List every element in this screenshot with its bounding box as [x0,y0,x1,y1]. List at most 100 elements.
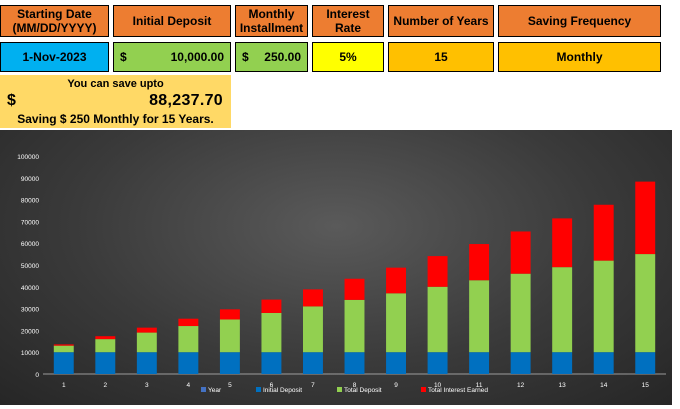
savings-chart-svg: 0 10000 20000 30000 40000 50000 60000 70000 8000… [17,154,666,394]
x-tick-label: 9 [394,382,398,389]
initial-deposit-currency: $ [120,50,127,64]
bar-total-deposit [552,267,573,353]
savings-chart: 0 10000 20000 30000 40000 50000 60000 70000 8000… [0,130,672,405]
interest-rate-label: Interest Rate [326,7,370,35]
interest-rate-header: Interest Rate [312,5,384,37]
bar-initial-deposit [53,352,74,374]
bar-total-interest-earned [386,267,407,294]
y-tick-label: 100000 [17,154,39,161]
bar-initial-deposit [427,352,448,374]
initial-deposit-value: 10,000.00 [170,50,224,64]
bar-total-deposit [219,319,240,353]
y-tick-label: 50000 [21,263,39,270]
start-date-label-1: Starting Date [17,7,92,21]
y-tick-label: 20000 [21,328,39,335]
bar-initial-deposit [261,352,282,374]
legend-label: Year [208,387,222,394]
legend-swatch [421,387,426,392]
y-tick-label: 30000 [21,307,39,314]
initial-deposit-input[interactable]: $ 10,000.00 [113,42,231,72]
monthly-installment-label-2: Installment [239,21,304,35]
x-tick-label: 11 [476,382,483,389]
bar-initial-deposit [386,352,407,374]
bar-initial-deposit [344,352,365,374]
bar-initial-deposit [136,352,157,374]
bar-total-deposit [510,273,531,353]
interest-rate-input[interactable]: 5% [312,42,384,72]
y-tick-label: 10000 [21,350,39,357]
interest-rate-value: 5% [339,50,357,64]
bar-total-deposit [178,326,199,353]
number-of-years-input[interactable]: 15 [388,42,494,72]
x-tick-label: 5 [228,382,232,389]
bar-total-deposit [386,293,407,353]
monthly-installment-value: 250.00 [264,50,301,64]
legend-label: Initial Deposit [263,387,302,394]
bar-total-deposit [261,312,282,353]
bar-total-interest-earned [635,181,656,255]
x-tick-label: 13 [559,382,567,389]
legend-swatch [201,387,206,392]
start-date-value: 1-Nov-2023 [22,50,87,64]
saving-frequency-label: Saving Frequency [527,14,632,28]
x-tick-label: 12 [517,382,525,389]
legend-swatch [256,387,261,392]
bar-total-interest-earned [95,336,116,340]
bar-total-deposit [136,332,157,353]
monthly-installment-label-1: Monthly [248,7,295,21]
monthly-installment-currency: $ [242,50,249,64]
x-tick-label: 7 [311,382,315,389]
y-tick-label: 0 [35,372,39,379]
bar-total-interest-earned [469,244,490,281]
legend-label: Total Interest Earned [428,387,488,394]
x-tick-label: 14 [600,382,608,389]
bar-total-interest-earned [593,204,614,261]
x-tick-label: 2 [103,382,107,389]
x-tick-label: 8 [353,382,357,389]
saving-frequency-select[interactable]: Monthly [498,42,661,72]
bar-total-deposit [427,286,448,353]
result-amount: 88,237.70 [149,92,223,109]
bar-initial-deposit [510,352,531,374]
result-currency: $ [7,92,16,109]
bar-total-deposit [344,299,365,353]
bar-total-interest-earned [53,344,74,346]
bar-total-interest-earned [552,218,573,268]
x-tick-label: 15 [642,382,650,389]
bar-initial-deposit [635,352,656,374]
bar-total-deposit [635,254,656,353]
monthly-installment-input[interactable]: $ 250.00 [235,42,308,72]
bar-total-interest-earned [344,278,365,300]
y-tick-label: 80000 [21,198,39,205]
bar-total-interest-earned [261,299,282,313]
bar-total-interest-earned [219,309,240,320]
bar-total-interest-earned [510,231,531,274]
savings-result-panel: You can save upto $ 88,237.70 Saving $ 2… [0,75,231,128]
saving-frequency-header: Saving Frequency [498,5,661,37]
x-tick-label: 4 [187,382,191,389]
x-tick-label: 1 [62,382,66,389]
y-tick-label: 70000 [21,219,39,226]
number-of-years-value: 15 [434,50,448,64]
legend-swatch [337,387,342,392]
start-date-label-2: (MM/DD/YYYY) [12,21,97,35]
start-date-input[interactable]: 1-Nov-2023 [0,42,109,72]
monthly-installment-header: Monthly Installment [235,5,308,37]
bar-total-interest-earned [427,256,448,287]
initial-deposit-header: Initial Deposit [113,5,231,37]
bar-total-deposit [469,280,490,353]
x-tick-label: 3 [145,382,149,389]
start-date-header: Starting Date (MM/DD/YYYY) [0,5,109,37]
y-tick-label: 40000 [21,285,39,292]
result-title: You can save upto [67,78,164,90]
legend-label: Total Deposit [344,387,382,394]
bar-initial-deposit [219,352,240,374]
bar-total-interest-earned [178,318,199,327]
bar-initial-deposit [593,352,614,374]
bar-initial-deposit [469,352,490,374]
result-summary: Saving $ 250 Monthly for 15 Years. [17,112,214,126]
bar-initial-deposit [302,352,323,374]
bar-total-interest-earned [136,327,157,333]
initial-deposit-label: Initial Deposit [132,14,212,28]
bar-initial-deposit [552,352,573,374]
